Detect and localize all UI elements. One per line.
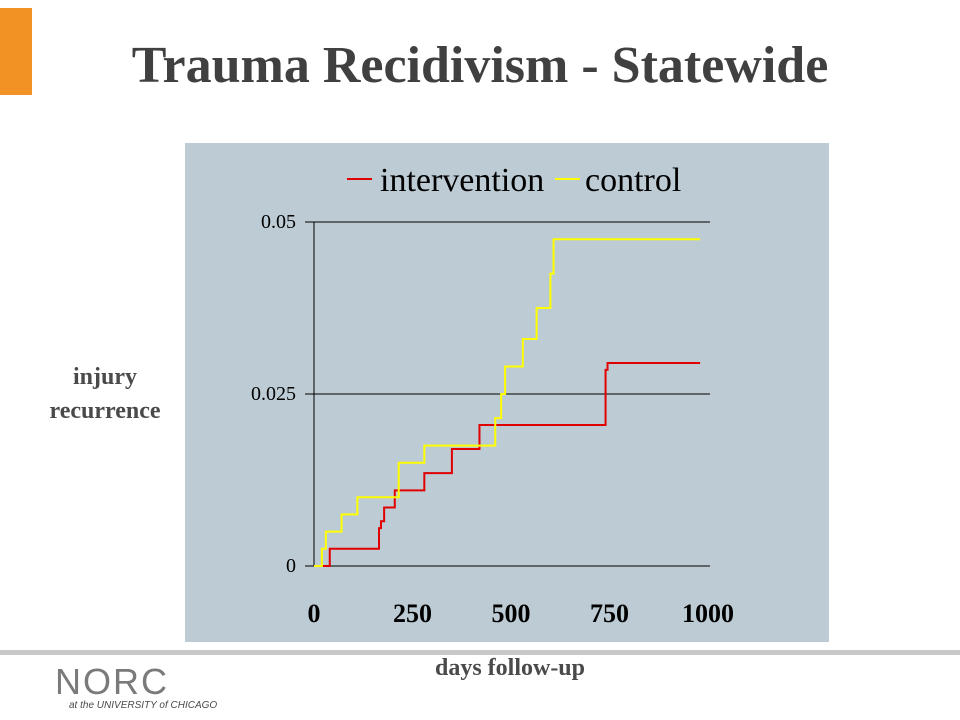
legend-label-intervention: intervention (380, 162, 544, 199)
logo-wordmark: NORC (55, 661, 169, 702)
series-line-control (314, 238, 701, 567)
legend-label-control: control (585, 162, 681, 199)
accent-bar (0, 8, 32, 95)
slide-title: Trauma Recidivism - Statewide (131, 37, 829, 94)
x-tick-label: 250 (393, 599, 432, 628)
y-tick-labels: 0 0.025 0.05 (251, 211, 296, 577)
x-axis-title: days follow-up (434, 655, 586, 681)
logo-subtext: at the UNIVERSITY of CHICAGO (69, 700, 218, 711)
x-tick-label: 500 (492, 599, 531, 628)
x-tick-labels: 0 250 500 750 1000 (308, 599, 735, 628)
x-tick-label: 750 (590, 599, 629, 628)
norc-logo: NORC at the UNIVERSITY of CHICAGO (55, 664, 255, 714)
y-tick-label: 0.025 (251, 383, 296, 405)
x-tick-label: 1000 (682, 599, 734, 628)
gridlines (305, 221, 710, 567)
series-line-intervention (314, 362, 701, 567)
y-tick-label: 0 (286, 555, 296, 577)
legend: intervention control (347, 162, 681, 199)
y-tick-label: 0.05 (261, 211, 296, 233)
x-tick-label: 0 (308, 599, 321, 628)
y-axis-title: injury recurrence (49, 364, 161, 424)
chart-background (185, 143, 829, 642)
series-lines (314, 238, 701, 567)
footer-divider (0, 650, 960, 655)
